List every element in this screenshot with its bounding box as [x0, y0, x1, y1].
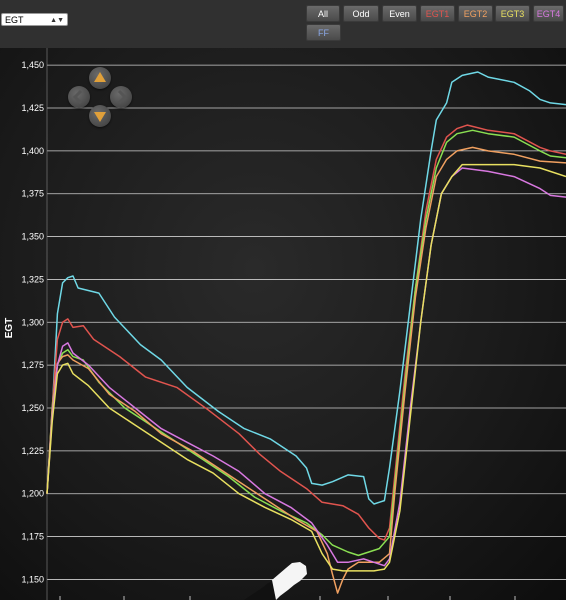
y-tick-label: 1,225 — [21, 446, 44, 456]
series-line-6 — [46, 163, 566, 572]
egt-line-chart: 1,150 1,175 1,200 1,225 1,250 1,275 1,300 1,325… — [4, 48, 566, 600]
button-even[interactable]: Even — [382, 5, 417, 22]
y-tick-label: 1,325 — [21, 274, 44, 284]
y-tick-label: 1,450 — [21, 60, 44, 70]
series-line-2 — [46, 124, 566, 541]
arrow-right-icon[interactable] — [110, 86, 132, 108]
parameter-select-value: EGT — [5, 15, 24, 25]
button-egt4[interactable]: EGT4 — [533, 5, 564, 22]
button-egt2[interactable]: EGT2 — [458, 5, 493, 22]
y-tick-label: 1,200 — [21, 489, 44, 499]
toolbar: EGT ▲▼ All Odd Even EGT1 EGT2 EGT3 EGT4 FF — [0, 0, 566, 48]
chevron-updown-icon: ▲▼ — [50, 17, 64, 24]
y-tick-label: 1,350 — [21, 232, 44, 242]
series-line-1 — [46, 71, 566, 505]
arrow-up-icon[interactable] — [89, 67, 111, 89]
y-tick-label: 1,300 — [21, 317, 44, 327]
button-all[interactable]: All — [306, 5, 340, 22]
button-egt3[interactable]: EGT3 — [495, 5, 530, 22]
y-tick-label: 1,250 — [21, 403, 44, 413]
y-tick-label: 1,375 — [21, 189, 44, 199]
arrow-left-icon[interactable] — [68, 86, 90, 108]
y-tick-label: 1,400 — [21, 146, 44, 156]
y-tick-label: 1,175 — [21, 532, 44, 542]
arrow-down-icon[interactable] — [89, 105, 111, 127]
y-tick-label: 1,275 — [21, 360, 44, 370]
chart-area: 1,150 1,175 1,200 1,225 1,250 1,275 1,300 1,325… — [0, 48, 566, 600]
parameter-select[interactable]: EGT ▲▼ — [1, 13, 68, 26]
hand-pointer-icon — [244, 562, 307, 600]
button-ff[interactable]: FF — [306, 24, 341, 41]
y-axis-title: EGT — [4, 318, 15, 339]
button-odd[interactable]: Odd — [343, 5, 379, 22]
y-tick-label: 1,425 — [21, 103, 44, 113]
series-line-4 — [46, 146, 566, 594]
y-tick-label: 1,150 — [21, 574, 44, 584]
button-egt1[interactable]: EGT1 — [420, 5, 455, 22]
